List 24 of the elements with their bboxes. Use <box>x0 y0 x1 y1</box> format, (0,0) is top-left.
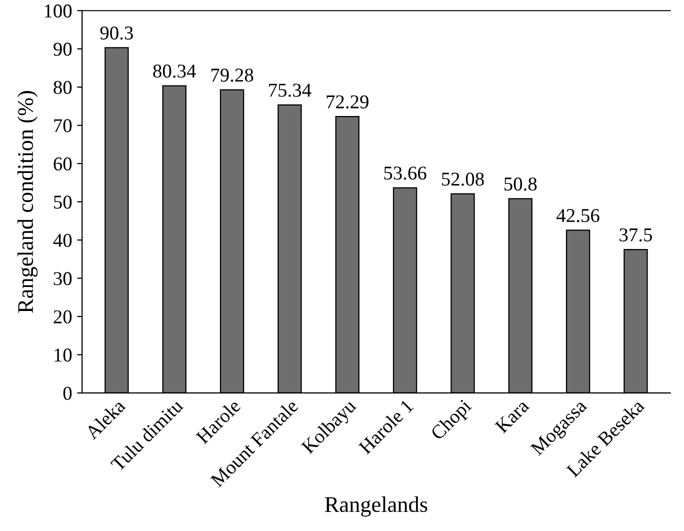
x-axis-title: Rangelands <box>324 496 428 517</box>
data-label: 90.3 <box>100 26 133 40</box>
data-label: 53.66 <box>384 166 426 180</box>
y-tick-label: 0 <box>63 386 72 400</box>
y-tick-label: 20 <box>54 310 72 324</box>
data-label: 50.8 <box>504 177 537 191</box>
y-tick-label: 60 <box>54 157 72 170</box>
data-label: 37.5 <box>620 228 652 242</box>
y-tick-label: 70 <box>54 119 72 132</box>
y-tick-label: 100 <box>44 4 72 18</box>
y-tick-label: 80 <box>54 80 72 94</box>
x-tick-label: Kara <box>494 398 530 434</box>
data-label: 75.34 <box>269 84 312 97</box>
data-label: 80.34 <box>153 64 196 78</box>
y-tick-label: 30 <box>54 272 72 286</box>
y-axis-title: Rangeland condition (%) <box>17 91 38 313</box>
data-label: 79.28 <box>211 68 254 82</box>
y-tick-label: 50 <box>54 196 72 209</box>
data-label: 72.29 <box>326 95 368 109</box>
data-label: 52.08 <box>442 172 484 186</box>
data-label: 42.56 <box>556 209 600 222</box>
y-tick-label: 40 <box>53 234 72 247</box>
y-tick-label: 90 <box>54 42 72 56</box>
y-tick-label: 10 <box>54 348 72 362</box>
